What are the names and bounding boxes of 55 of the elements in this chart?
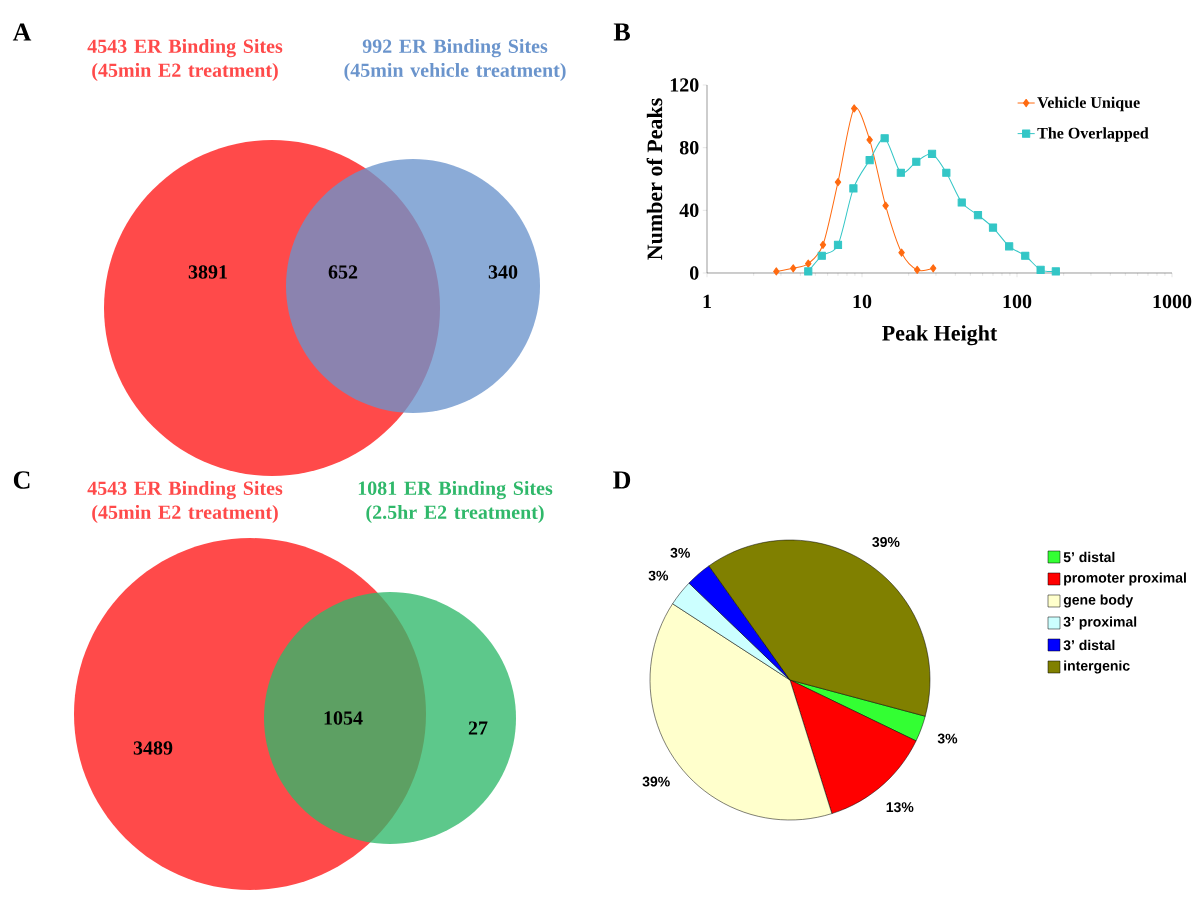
point bbox=[896, 168, 905, 177]
legend-label: The Overlapped bbox=[1037, 127, 1149, 142]
legend-label: gene body bbox=[1063, 594, 1134, 608]
point bbox=[865, 156, 874, 165]
point bbox=[927, 149, 937, 159]
data-label: 13% bbox=[886, 802, 914, 813]
text: 3489 bbox=[133, 741, 173, 755]
text: 27 bbox=[468, 721, 488, 735]
x-tick-label: 100 bbox=[1003, 294, 1032, 309]
point bbox=[1005, 242, 1014, 251]
data-label: 3% bbox=[937, 733, 958, 744]
text: D bbox=[613, 471, 631, 489]
text: 340 bbox=[488, 265, 518, 279]
x-tick-label: 1000 bbox=[1153, 294, 1192, 309]
text: C bbox=[13, 471, 30, 489]
legend-label: 3’ proximal bbox=[1063, 616, 1137, 630]
y-tick-label: 80 bbox=[679, 140, 699, 155]
legend-label: intergenic bbox=[1064, 660, 1130, 674]
point bbox=[817, 251, 826, 260]
point bbox=[912, 157, 921, 166]
point bbox=[1051, 267, 1060, 276]
y-tick-label: 40 bbox=[679, 203, 699, 218]
x-axis-title: Peak Height bbox=[882, 325, 998, 346]
text: 3891 bbox=[188, 265, 227, 279]
point bbox=[957, 198, 966, 207]
text: A bbox=[12, 23, 32, 41]
legend-label: 3’ distal bbox=[1063, 639, 1115, 651]
point bbox=[942, 168, 951, 177]
text: 1054 bbox=[324, 711, 363, 725]
data-label: 39% bbox=[872, 537, 900, 548]
point bbox=[988, 223, 998, 232]
legend-label: promoter proximal bbox=[1064, 572, 1186, 586]
text: 652 bbox=[328, 265, 358, 279]
point bbox=[833, 240, 843, 249]
y-tick-label: 120 bbox=[670, 78, 699, 92]
legend-label: 4543 ER Binding Sites (45min E2 treatment) bbox=[87, 480, 283, 524]
point bbox=[973, 210, 983, 220]
legend-label: 5’ distal bbox=[1063, 551, 1115, 563]
legend-label: 4543 ER Binding Sites (45min E2 treatment) bbox=[87, 38, 283, 82]
legend-label: 992 ER Binding Sites (45min vehicle treatment) bbox=[344, 38, 566, 82]
legend-label: Vehicle Unique bbox=[1037, 96, 1140, 112]
point bbox=[880, 134, 889, 143]
x-tick-label: 10 bbox=[853, 294, 872, 309]
point bbox=[849, 184, 858, 193]
point bbox=[1036, 265, 1045, 274]
y-axis-title: Number of Peaks bbox=[646, 98, 663, 260]
legend-label: 1081 ER Binding Sites (2.5hr E2 treatment) bbox=[358, 480, 553, 524]
text: B bbox=[613, 23, 630, 41]
data-label: 39% bbox=[642, 776, 670, 787]
x-tick-label: 1 bbox=[703, 294, 711, 308]
point bbox=[1021, 251, 1030, 260]
point bbox=[804, 267, 813, 276]
y-tick-label: 0 bbox=[689, 266, 699, 280]
data-label: 3% bbox=[670, 547, 690, 558]
data-label: 3% bbox=[648, 570, 669, 581]
